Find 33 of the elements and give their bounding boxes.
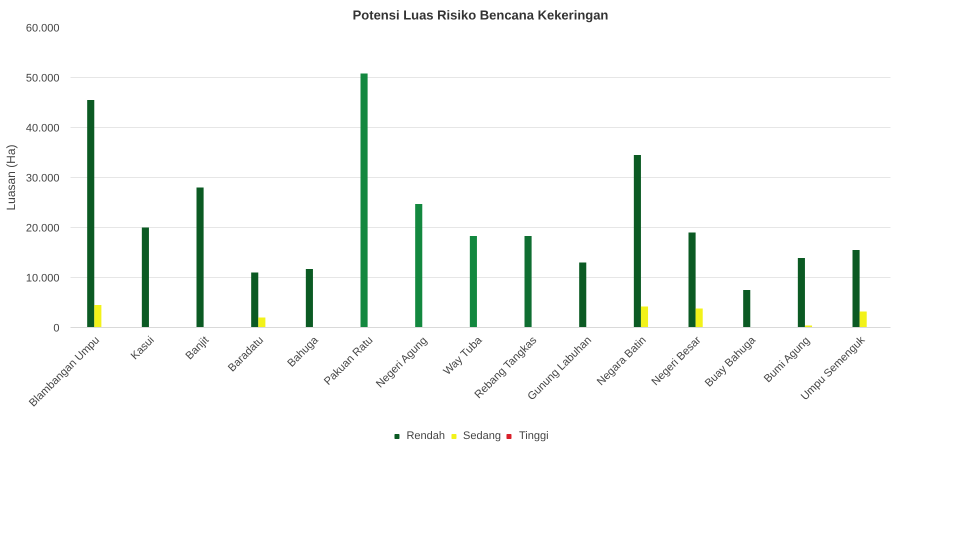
bar (798, 258, 805, 328)
legend-label: Sedang (463, 430, 501, 442)
bar (251, 272, 258, 328)
bar (696, 308, 703, 328)
bar (415, 204, 422, 328)
bar (306, 269, 313, 328)
y-axis-title: Luasan (Ha) (4, 144, 18, 211)
bar (87, 100, 94, 328)
legend-label: Rendah (406, 430, 446, 442)
bar (360, 74, 368, 328)
bar (142, 228, 149, 328)
chart-title: Potensi Luas Risiko Bencana Kekeringan (352, 8, 608, 22)
y-tick-label: 30.000 (26, 172, 60, 184)
legend-label: Tinggi (518, 430, 549, 442)
bar (524, 236, 532, 328)
bar (196, 188, 204, 328)
y-tick-label: 50.000 (26, 72, 60, 84)
bar (688, 232, 696, 328)
y-tick-label: 60.000 (26, 22, 60, 34)
bar (94, 305, 102, 328)
y-tick-label: 20.000 (26, 222, 60, 234)
y-tick-label: 10.000 (26, 272, 60, 284)
y-tick-label: 0 (53, 322, 60, 334)
bar (852, 250, 860, 328)
bar (470, 236, 477, 328)
bar (860, 312, 867, 328)
bar (579, 262, 586, 328)
bar (640, 306, 648, 328)
bar (743, 290, 750, 328)
bar (634, 155, 641, 328)
bar (258, 318, 266, 328)
x-tick-label: Way Tuba (441, 334, 486, 378)
y-tick-label: 40.000 (26, 122, 60, 134)
